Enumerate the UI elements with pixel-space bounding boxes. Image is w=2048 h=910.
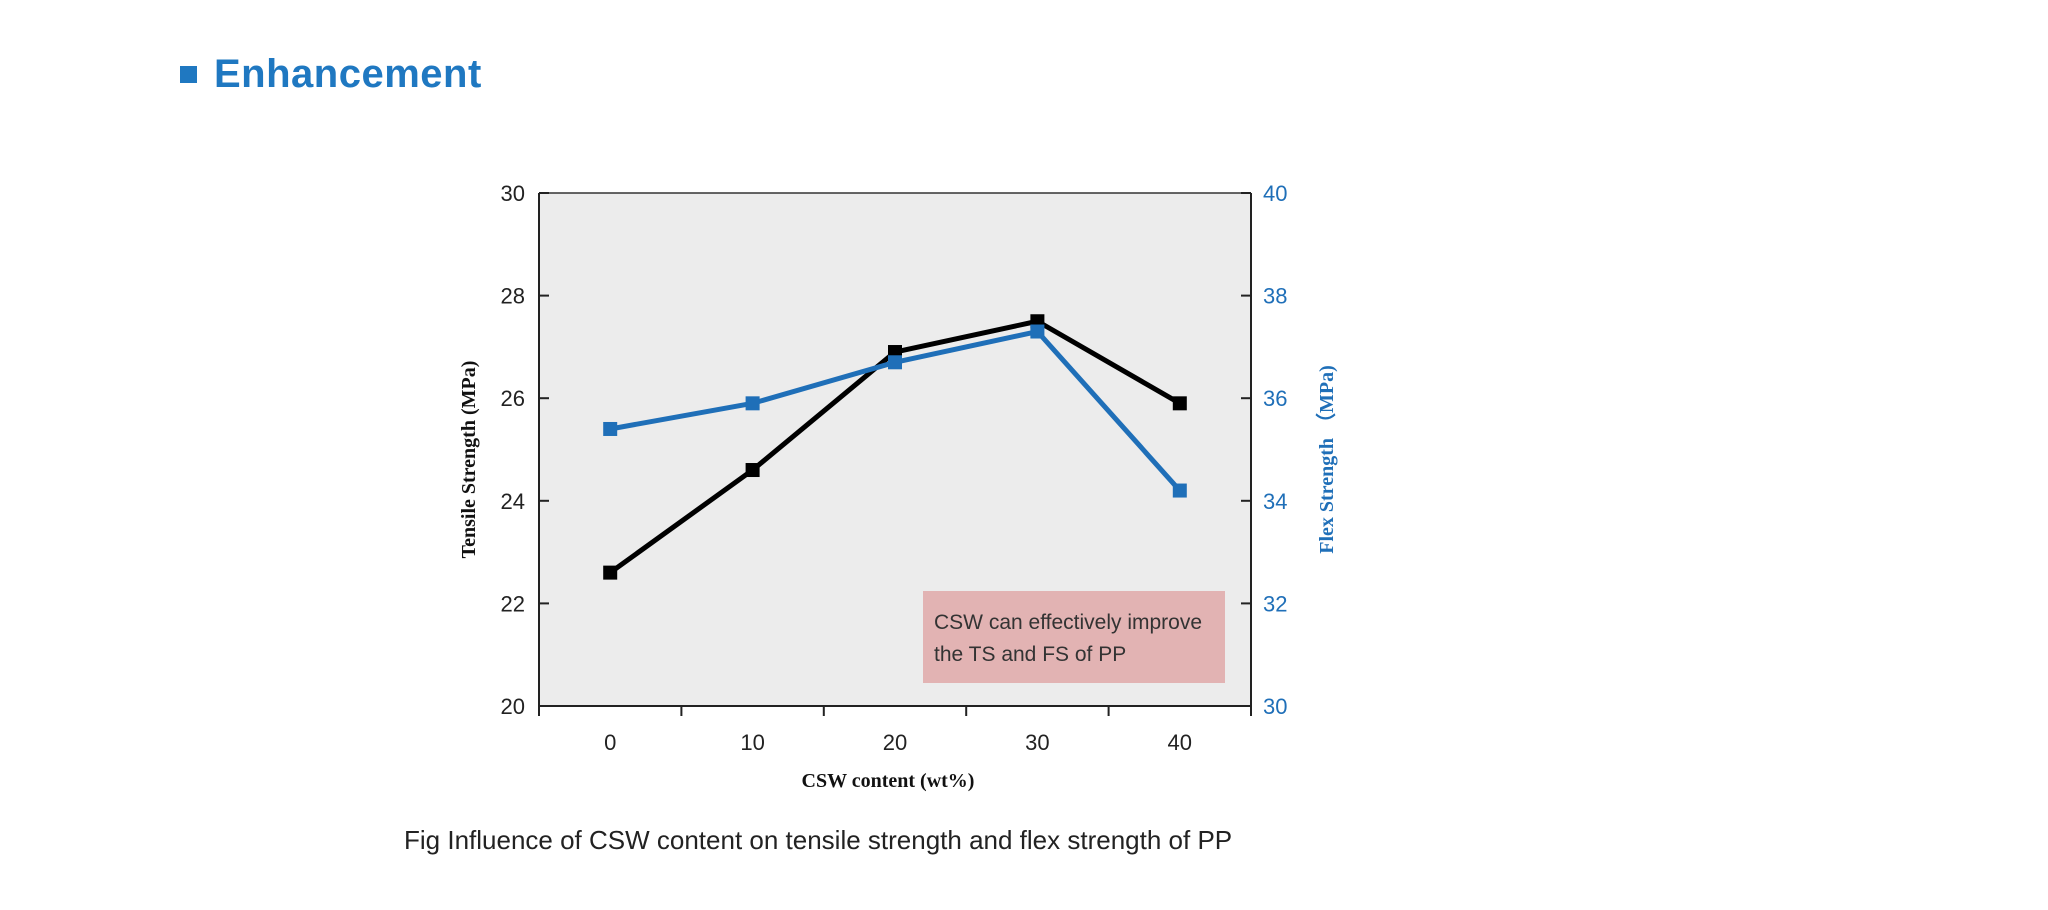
y-tick-label: 20 bbox=[501, 694, 525, 719]
data-point-flex bbox=[745, 396, 760, 411]
x-axis-label: CSW content (wt%) bbox=[802, 770, 975, 792]
data-point-tensile bbox=[1172, 396, 1187, 411]
annotation-box bbox=[923, 591, 1225, 683]
y-tick-label: 28 bbox=[501, 284, 525, 309]
y-axis-label: Tensile Strength (MPa) bbox=[458, 361, 480, 559]
annotation-text: CSW can effectively improve bbox=[934, 611, 1202, 634]
annotation-text: the TS and FS of PP bbox=[934, 643, 1126, 666]
x-tick-label: 40 bbox=[1168, 730, 1192, 755]
x-tick-label: 10 bbox=[740, 730, 764, 755]
y2-tick-label: 34 bbox=[1263, 489, 1287, 514]
x-tick-label: 30 bbox=[1025, 730, 1049, 755]
y2-tick-label: 30 bbox=[1263, 694, 1287, 719]
y2-tick-label: 40 bbox=[1263, 181, 1287, 206]
figure-caption: Fig Influence of CSW content on tensile … bbox=[404, 825, 1233, 855]
x-tick-label: 0 bbox=[604, 730, 616, 755]
square-bullet-icon bbox=[180, 66, 197, 83]
y-tick-label: 24 bbox=[501, 489, 525, 514]
data-point-flex bbox=[888, 355, 902, 370]
x-tick-label: 20 bbox=[883, 730, 907, 755]
y-tick-label: 26 bbox=[501, 386, 525, 411]
y2-tick-label: 32 bbox=[1263, 591, 1287, 616]
data-point-flex bbox=[1030, 324, 1045, 339]
data-point-tensile bbox=[603, 565, 618, 580]
data-point-tensile bbox=[745, 463, 760, 478]
y2-tick-label: 38 bbox=[1263, 284, 1287, 309]
section-title: Enhancement bbox=[214, 52, 482, 96]
data-point-flex bbox=[603, 421, 618, 436]
y-tick-label: 22 bbox=[501, 591, 525, 616]
y2-axis-label: Flex Strength （MPa) bbox=[1315, 365, 1338, 554]
section-heading: Enhancement bbox=[180, 52, 482, 97]
y2-tick-label: 36 bbox=[1263, 386, 1287, 411]
y-tick-label: 30 bbox=[501, 181, 525, 206]
data-point-flex bbox=[1172, 483, 1187, 498]
